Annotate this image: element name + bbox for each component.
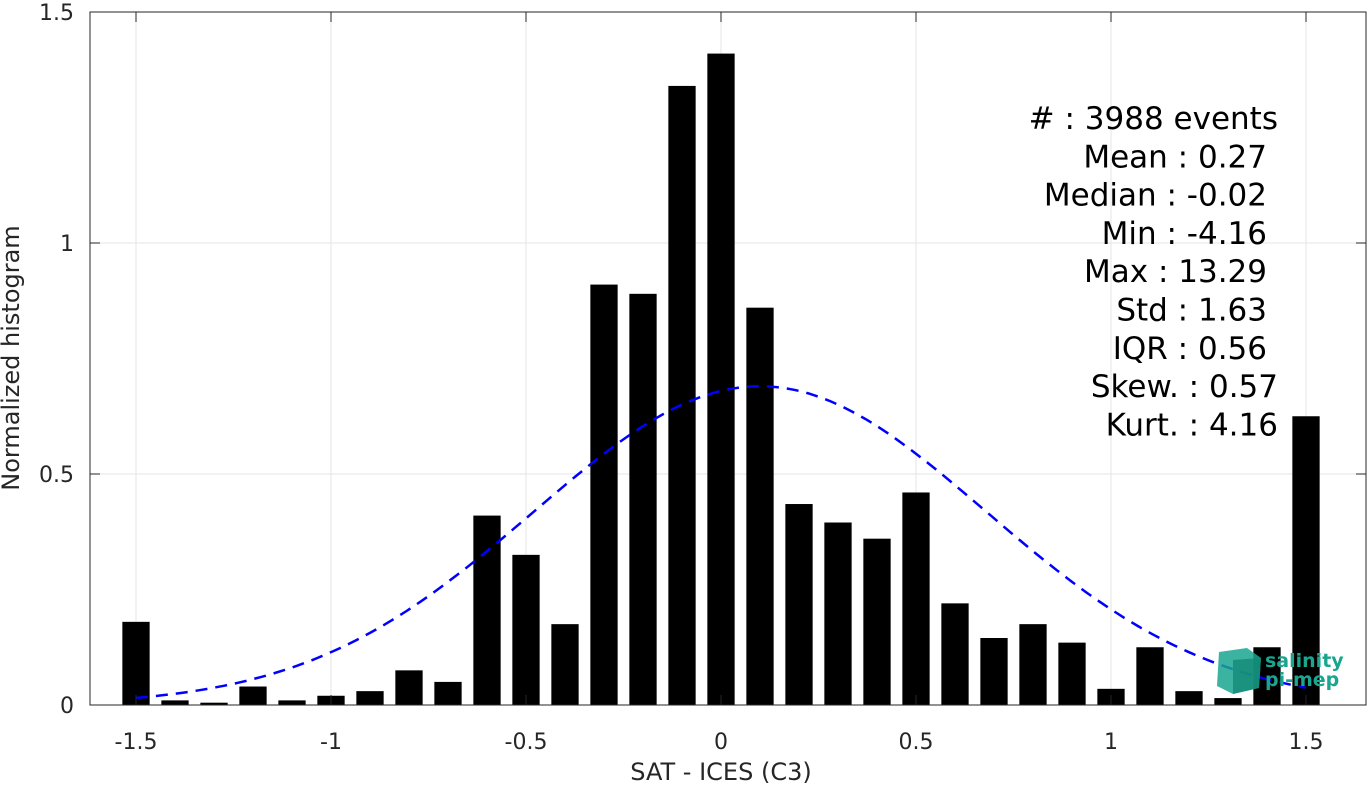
stat-line: Kurt. : 4.16 [1106, 407, 1278, 443]
bar [629, 293, 657, 705]
y-tick-labels: 0 0.5 1 1.5 [39, 1, 74, 719]
bar [1136, 647, 1164, 705]
y-tick-label: 1.5 [39, 1, 74, 26]
x-tick-label: -1.5 [115, 730, 158, 755]
bar [590, 284, 618, 705]
stat-line: # : 3988 events [1029, 101, 1278, 137]
stat-line: Skew. : 0.57 [1091, 369, 1278, 405]
bar [824, 522, 852, 705]
bar [473, 515, 501, 705]
x-tick-label: 1 [1104, 730, 1118, 755]
bar [122, 621, 150, 705]
y-axis-label: Normalized histogram [0, 225, 25, 490]
logo-line1: salinity [1265, 650, 1344, 672]
bars [122, 53, 1320, 706]
plot-frame [89, 11, 1367, 706]
bar [668, 85, 696, 706]
normal-fit-curve [135, 384, 1307, 700]
x-axis-label: SAT - ICES (C3) [630, 758, 811, 785]
bar [239, 686, 267, 705]
y-tick-label: 0.5 [39, 463, 74, 488]
bar [161, 700, 189, 705]
bar [746, 307, 774, 705]
bar [356, 691, 384, 705]
bar [395, 670, 423, 705]
stat-line: Mean : 0.27 [1083, 139, 1267, 175]
salinity-pi-mep-logo: salinity pi-mep [1217, 648, 1344, 694]
bar [551, 624, 579, 705]
x-tick-label: -1 [320, 730, 342, 755]
bar [785, 504, 813, 705]
bar [434, 681, 462, 705]
y-tick-label: 0 [60, 694, 74, 719]
bar [902, 492, 930, 705]
bar [941, 603, 969, 705]
bar [1058, 642, 1086, 705]
bar [980, 638, 1008, 705]
ticks [90, 11, 1366, 706]
bar [707, 53, 735, 705]
bar [1175, 691, 1203, 705]
x-tick-labels: -1.5 -1 -0.5 0 0.5 1 1.5 [115, 730, 1324, 755]
stat-line: IQR : 0.56 [1113, 331, 1267, 367]
stat-line: Max : 13.29 [1084, 254, 1267, 290]
stat-line: Std : 1.63 [1116, 293, 1267, 329]
logo-line2: pi-mep [1265, 669, 1339, 691]
y-tick-label: 1 [60, 232, 74, 257]
x-tick-label: 0.5 [899, 730, 934, 755]
x-tick-label: 0 [714, 730, 728, 755]
stat-line: Min : -4.16 [1102, 216, 1267, 252]
bar [200, 702, 228, 705]
bar [512, 554, 540, 705]
x-tick-label: -0.5 [505, 730, 548, 755]
bar [1019, 624, 1047, 705]
x-tick-label: 1.5 [1289, 730, 1324, 755]
bar [863, 538, 891, 705]
stat-line: Median : -0.02 [1044, 178, 1267, 214]
bar [278, 700, 306, 705]
bar [1214, 698, 1242, 705]
bar [1292, 416, 1320, 705]
